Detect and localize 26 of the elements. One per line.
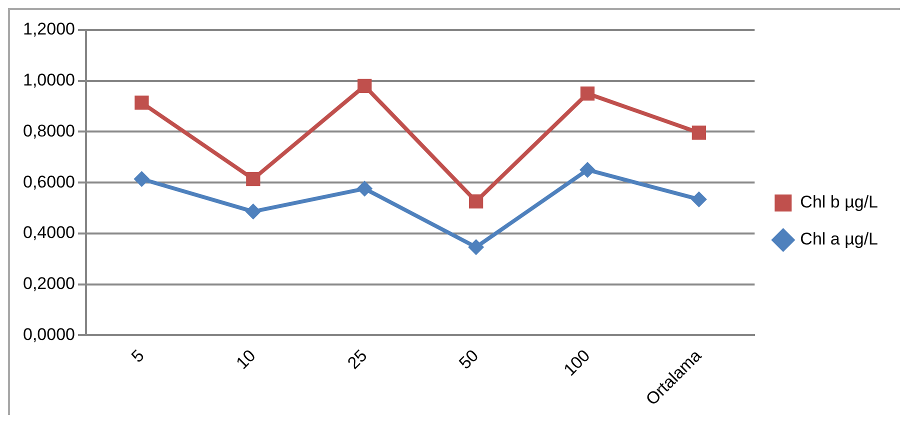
point [246, 172, 260, 186]
x-tick-label: 50 [455, 346, 482, 373]
legend-label: Chl b µg/L [800, 192, 878, 212]
point [134, 171, 150, 188]
y-tick-label: 1,0000 [22, 70, 75, 90]
y-tick-label: 0,4000 [22, 223, 75, 242]
x-tick-label: 5 [128, 346, 148, 366]
point [358, 78, 372, 94]
x-tick-label: 100 [560, 346, 594, 380]
legend-label: Chl a µg/L [800, 230, 878, 249]
point [468, 239, 484, 256]
x-tick-label: 25 [344, 346, 371, 373]
point [579, 162, 596, 178]
point [690, 191, 707, 208]
point [468, 194, 484, 208]
y-tick-label: 0,0000 [22, 324, 75, 344]
point [134, 96, 149, 110]
point [580, 86, 595, 101]
point [245, 204, 262, 220]
point [692, 126, 706, 140]
x-tick-label: 10 [232, 346, 260, 373]
point [356, 180, 373, 197]
y-tick-label: 1,2000 [22, 20, 75, 39]
y-tick-label: 0,6000 [22, 172, 75, 192]
y-tick-label: 0,2000 [22, 274, 75, 293]
y-tick-label: 0,8000 [22, 121, 75, 140]
